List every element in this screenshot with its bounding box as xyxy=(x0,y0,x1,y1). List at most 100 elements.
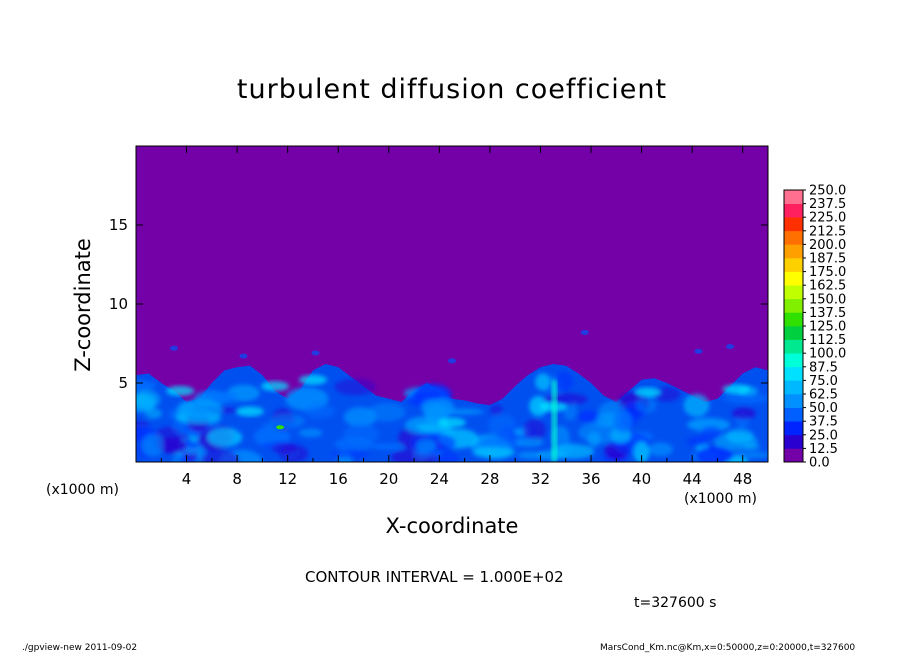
eddy xyxy=(578,410,600,423)
eddy xyxy=(136,390,161,409)
colorbar-label: 125.0 xyxy=(809,320,846,335)
eddy xyxy=(695,446,734,462)
detached-eddy xyxy=(448,358,456,364)
colorbar-segment xyxy=(784,339,803,354)
colorbar-segment xyxy=(784,326,803,340)
eddy xyxy=(437,451,460,462)
eddy xyxy=(683,393,710,417)
eddy xyxy=(529,396,549,417)
colorbar-label: 187.5 xyxy=(809,252,846,267)
x-units-label-right: (x1000 m) xyxy=(684,491,757,507)
detached-eddy xyxy=(311,350,320,356)
eddy xyxy=(635,397,657,413)
y-tick-label: 10 xyxy=(109,295,128,313)
colorbar-label: 62.5 xyxy=(809,388,838,403)
colorbar-label: 200.0 xyxy=(809,238,846,253)
colorbar-label: 150.0 xyxy=(809,292,846,307)
colorbar-segment xyxy=(784,190,803,204)
colorbar-segment xyxy=(784,217,803,232)
detached-eddy xyxy=(726,344,735,350)
eddy xyxy=(421,397,455,420)
footer-left: ./gpview-new 2011-09-02 xyxy=(22,643,138,653)
thermal-core xyxy=(438,417,466,428)
colorbar-segment xyxy=(784,448,803,463)
eddy xyxy=(136,420,151,427)
eddy xyxy=(729,451,768,459)
eddy xyxy=(700,426,722,441)
x-tick-label: 12 xyxy=(278,470,297,488)
colorbar-label: 50.0 xyxy=(809,401,838,416)
colorbar-segment xyxy=(784,285,803,300)
colorbar-label: 237.5 xyxy=(809,197,846,212)
time-label: t=327600 s xyxy=(634,595,717,611)
colorbar-label: 37.5 xyxy=(809,415,838,430)
colorbar-segment xyxy=(784,258,803,272)
x-tick-label: 8 xyxy=(232,470,242,488)
thermal-core xyxy=(235,406,264,417)
colorbar-segment xyxy=(784,271,803,286)
eddy xyxy=(334,378,376,396)
colorbar-label: 250.0 xyxy=(809,184,846,199)
eddy xyxy=(212,396,237,404)
y-tick-label: 15 xyxy=(109,216,128,234)
colorbar-label: 100.0 xyxy=(809,347,846,362)
eddy xyxy=(179,399,223,420)
eddy-structures xyxy=(136,371,768,462)
thermal-core xyxy=(298,374,327,385)
colorbar-label: 75.0 xyxy=(809,374,838,389)
x-tick-label: 28 xyxy=(480,470,499,488)
colorbar-segment xyxy=(784,366,803,381)
eddy xyxy=(371,443,405,450)
eddy xyxy=(523,418,546,442)
colorbar-label: 87.5 xyxy=(809,360,838,375)
colorbar-segment xyxy=(784,244,803,259)
eddy xyxy=(202,391,239,398)
eddy xyxy=(551,443,595,459)
eddy xyxy=(633,441,650,462)
eddy xyxy=(279,444,309,462)
x-tick-label: 40 xyxy=(632,470,651,488)
colorbar: 0.012.525.037.550.062.575.087.5100.0112.… xyxy=(783,184,846,471)
y-tick-label: 5 xyxy=(118,374,128,392)
eddy xyxy=(535,373,551,391)
colorbar-segment xyxy=(784,298,803,313)
high-value-spot xyxy=(276,425,285,430)
colorbar-segment xyxy=(784,203,803,218)
eddy xyxy=(613,409,633,434)
colorbar-label: 12.5 xyxy=(809,442,838,457)
x-tick-label: 24 xyxy=(430,470,449,488)
x-axis-label: X-coordinate xyxy=(385,514,519,538)
colorbar-label: 162.5 xyxy=(809,279,846,294)
y-axis-label: Z-coordinate xyxy=(71,238,95,372)
eddy xyxy=(408,392,445,400)
eddy xyxy=(488,414,516,437)
x-tick-label: 44 xyxy=(683,470,702,488)
colorbar-label: 225.0 xyxy=(809,211,846,226)
eddy xyxy=(554,371,574,392)
eddy xyxy=(367,402,406,422)
detached-eddy xyxy=(169,345,178,351)
eddy xyxy=(145,408,163,419)
colorbar-label: 137.5 xyxy=(809,306,846,321)
eddy xyxy=(743,443,761,450)
colorbar-segment xyxy=(784,312,803,327)
eddy xyxy=(472,447,516,459)
eddy xyxy=(481,434,524,451)
colorbar-segment xyxy=(784,230,803,245)
eddy xyxy=(686,436,708,447)
x-tick-label: 32 xyxy=(531,470,550,488)
thermal-core xyxy=(722,384,751,395)
x-tick-label: 20 xyxy=(379,470,398,488)
x-tick-label: 36 xyxy=(581,470,600,488)
eddy xyxy=(517,451,544,460)
footer-right: MarsCond_Km.nc@Km,x=0:50000,z=0:20000,t=… xyxy=(600,643,856,653)
eddy xyxy=(731,407,756,420)
eddy xyxy=(515,437,544,447)
eddy xyxy=(332,449,370,459)
detached-eddy xyxy=(239,353,248,359)
eddy xyxy=(723,393,768,404)
thermal-core xyxy=(261,381,290,392)
x-tick-label: 48 xyxy=(733,470,752,488)
thermal-core xyxy=(633,387,662,398)
